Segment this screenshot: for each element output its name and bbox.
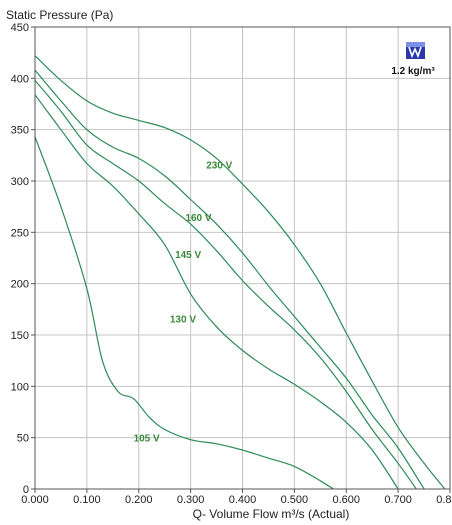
x-axis-title: Q- Volume Flow m³/s (Actual) [193, 507, 350, 521]
series-label: 105 V [134, 434, 160, 445]
y-tick-labels: 0 50 100 150 200 250 300 350 400 450 [11, 22, 29, 496]
series-label: 160 V [185, 213, 211, 224]
y-tick-label: 50 [17, 433, 29, 445]
y-tick-label: 150 [11, 330, 29, 342]
x-tick-label: 0.700 [384, 494, 412, 506]
density-label: 1.2 kg/m³ [391, 66, 435, 77]
x-tick-label: 0.600 [332, 494, 360, 506]
x-tick-label: 0.100 [73, 494, 101, 506]
y-tick-label: 400 [11, 73, 29, 85]
series-labels: 230 V 160 V 145 V 130 V 105 V [134, 161, 233, 445]
x-tick-label: 0.800 [436, 494, 452, 506]
series-line-130v [34, 94, 399, 490]
y-tick-label: 100 [11, 381, 29, 393]
y-tick-label: 0 [23, 484, 29, 496]
x-tick-label: 0.400 [229, 494, 257, 506]
series-label: 145 V [175, 250, 201, 261]
y-tick-label: 450 [11, 22, 29, 34]
series-line-145v [34, 80, 417, 490]
series-label: 130 V [170, 315, 196, 326]
series-line-230v [34, 55, 446, 490]
y-tick-label: 250 [11, 227, 29, 239]
series-label: 230 V [206, 161, 232, 172]
y-axis-title: Static Pressure (Pa) [6, 8, 113, 22]
y-tick-label: 200 [11, 279, 29, 291]
x-tick-label: 0.500 [281, 494, 309, 506]
grid-lines [31, 26, 451, 493]
x-tick-label: 0.300 [177, 494, 205, 506]
series-line-105v [34, 136, 334, 490]
density-badge: 1.2 kg/m³ [391, 42, 435, 77]
series-lines [34, 55, 446, 490]
plot-border [34, 26, 451, 490]
x-tick-labels: 0.000 0.100 0.200 0.300 0.400 0.500 0.600 0.700… [21, 494, 452, 506]
brand-logo-icon [406, 42, 425, 59]
series-line-160v [34, 69, 425, 490]
x-tick-label: 0.200 [125, 494, 153, 506]
y-tick-label: 350 [11, 125, 29, 137]
x-tick-label: 0.000 [21, 494, 49, 506]
y-tick-label: 300 [11, 176, 29, 188]
